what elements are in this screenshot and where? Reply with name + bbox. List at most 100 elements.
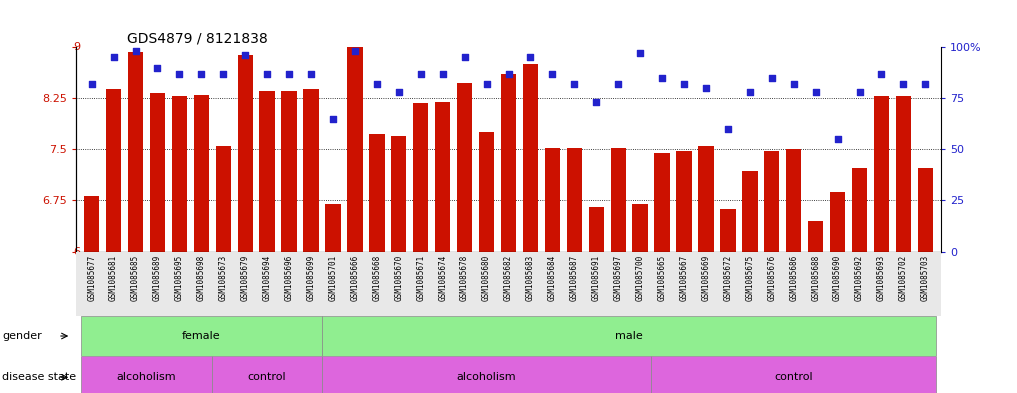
Bar [764, 151, 779, 252]
Text: GSM1085671: GSM1085671 [416, 255, 425, 301]
Bar [633, 204, 648, 252]
Point [324, 116, 341, 122]
Text: 9: 9 [73, 42, 80, 52]
Point [303, 71, 319, 77]
Bar [325, 204, 341, 252]
Point [369, 81, 385, 87]
Point [523, 54, 539, 61]
Text: GSM1085665: GSM1085665 [658, 255, 666, 301]
Bar [303, 89, 318, 252]
Text: disease state: disease state [2, 372, 76, 382]
Text: GSM1085678: GSM1085678 [460, 255, 469, 301]
Bar [282, 92, 297, 252]
Text: GSM1085673: GSM1085673 [219, 255, 228, 301]
Text: GSM1085679: GSM1085679 [241, 255, 250, 301]
Bar [651, 356, 937, 393]
Point [720, 126, 736, 132]
Bar [523, 64, 538, 252]
Bar [128, 52, 143, 252]
Text: control: control [248, 372, 287, 382]
Point [413, 71, 429, 77]
Text: GSM1085685: GSM1085685 [131, 255, 140, 301]
Point [281, 71, 297, 77]
Text: GSM1085669: GSM1085669 [702, 255, 711, 301]
Point [851, 89, 868, 95]
Point [83, 81, 100, 87]
Text: GSM1085677: GSM1085677 [87, 255, 97, 301]
Point [785, 81, 801, 87]
Text: GSM1085686: GSM1085686 [789, 255, 798, 301]
Point [654, 75, 670, 81]
Bar [457, 83, 472, 252]
Point [874, 71, 890, 77]
Text: GSM1085697: GSM1085697 [613, 255, 622, 301]
Bar [654, 153, 670, 252]
Bar [786, 149, 801, 252]
Text: GSM1085670: GSM1085670 [395, 255, 404, 301]
Point [807, 89, 824, 95]
Point [588, 99, 604, 105]
Bar [500, 74, 517, 252]
Text: female: female [182, 331, 221, 341]
Point [478, 81, 494, 87]
Point [171, 71, 187, 77]
Bar [720, 209, 735, 252]
Text: GSM1085699: GSM1085699 [306, 255, 315, 301]
Bar [238, 55, 253, 252]
Bar [347, 47, 363, 252]
Point [237, 52, 253, 59]
Text: GSM1085694: GSM1085694 [262, 255, 272, 301]
Text: 6: 6 [73, 246, 80, 257]
Bar [213, 356, 322, 393]
Text: GSM1085690: GSM1085690 [833, 255, 842, 301]
Point [544, 71, 560, 77]
Point [610, 81, 626, 87]
Point [391, 89, 407, 95]
Text: GSM1085682: GSM1085682 [504, 255, 513, 301]
Text: GSM1085703: GSM1085703 [920, 255, 930, 301]
Text: GSM1085681: GSM1085681 [109, 255, 118, 301]
Point [347, 48, 363, 54]
Text: GSM1085687: GSM1085687 [570, 255, 579, 301]
Point [830, 136, 846, 142]
Point [106, 54, 122, 61]
Text: GSM1085672: GSM1085672 [723, 255, 732, 301]
Text: gender: gender [2, 331, 42, 341]
Bar [874, 96, 889, 252]
Bar [322, 356, 651, 393]
Bar [80, 356, 213, 393]
Bar [566, 148, 582, 252]
Text: GSM1085666: GSM1085666 [351, 255, 359, 301]
Text: GSM1085675: GSM1085675 [745, 255, 755, 301]
Text: GSM1085691: GSM1085691 [592, 255, 601, 301]
Text: GSM1085667: GSM1085667 [679, 255, 689, 301]
Bar [676, 151, 692, 252]
Text: GSM1085693: GSM1085693 [877, 255, 886, 301]
Bar [807, 221, 824, 252]
Bar [742, 171, 758, 252]
Bar [80, 316, 322, 356]
Bar [84, 196, 100, 252]
Bar [699, 146, 714, 252]
Bar [259, 92, 275, 252]
Point [193, 71, 210, 77]
Text: male: male [615, 331, 643, 341]
Bar [149, 94, 165, 252]
Text: alcoholism: alcoholism [457, 372, 517, 382]
Text: alcoholism: alcoholism [117, 372, 176, 382]
Point [632, 50, 648, 57]
Text: GSM1085684: GSM1085684 [548, 255, 557, 301]
Point [895, 81, 911, 87]
Text: GSM1085702: GSM1085702 [899, 255, 908, 301]
Text: GDS4879 / 8121838: GDS4879 / 8121838 [127, 31, 267, 45]
Text: GSM1085680: GSM1085680 [482, 255, 491, 301]
Text: GSM1085700: GSM1085700 [636, 255, 645, 301]
Point [259, 71, 276, 77]
Text: GSM1085688: GSM1085688 [812, 255, 820, 301]
Text: GSM1085674: GSM1085674 [438, 255, 447, 301]
Bar [589, 207, 604, 252]
Bar [216, 146, 231, 252]
Bar [413, 103, 428, 252]
Bar [322, 316, 937, 356]
Point [917, 81, 934, 87]
